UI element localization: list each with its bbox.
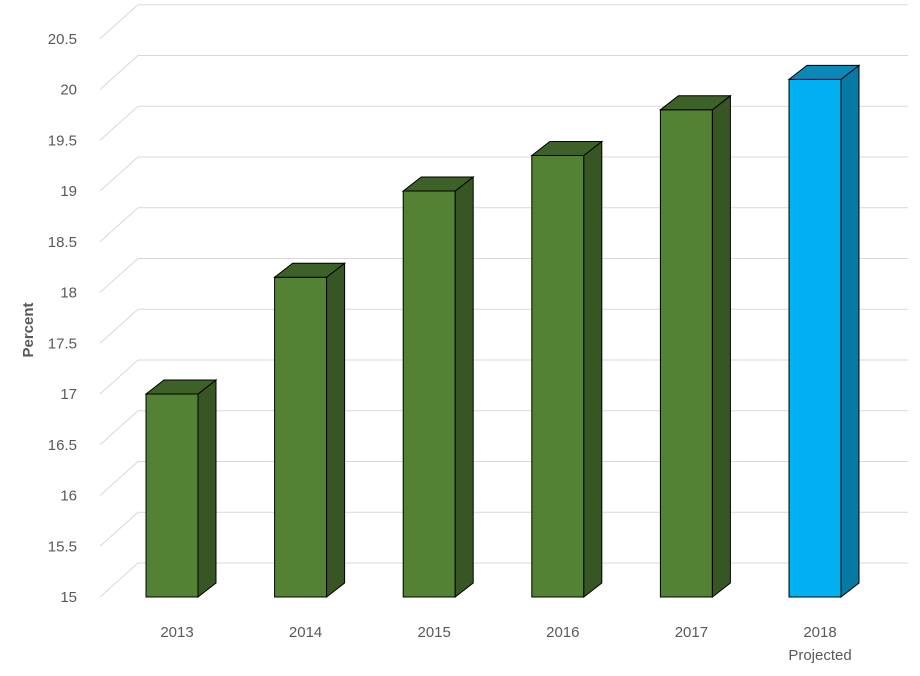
- bar-2015: [401, 175, 475, 599]
- gridlines: [99, 4, 908, 598]
- bar-2016: [530, 140, 604, 599]
- bar-top: [530, 140, 604, 156]
- gridline-diagonal: [99, 562, 139, 598]
- bar-2014: [273, 262, 347, 599]
- bar-side: [454, 175, 474, 599]
- bar-side: [840, 64, 860, 599]
- y-tick-label: 20.5: [48, 31, 77, 48]
- bar-front: [788, 78, 842, 598]
- y-tick-label: 19: [60, 183, 77, 200]
- y-tick-label: 15: [60, 589, 77, 606]
- bar-2013: [144, 378, 218, 599]
- y-tick-label: 16: [60, 488, 77, 505]
- bar-front: [531, 154, 585, 598]
- gridline-diagonal: [99, 308, 139, 344]
- bar-side: [197, 378, 217, 599]
- bar-side: [711, 94, 731, 599]
- y-axis-ticks: 15 15.5 16 16.5 17 17.5 18 18.5 19 19.5 20 20.5: [48, 31, 77, 606]
- bar-2018: [787, 64, 861, 599]
- x-tick-label: 2015: [418, 624, 451, 641]
- x-tick-label: 2017: [675, 624, 708, 641]
- gridline-diagonal: [99, 258, 139, 293]
- bars: [144, 64, 861, 599]
- bar-front: [659, 109, 713, 598]
- bar-side: [326, 262, 346, 599]
- y-tick-label: 19.5: [48, 132, 77, 149]
- bar-2017: [658, 94, 732, 599]
- gridline-diagonal: [99, 105, 139, 141]
- gridline-diagonal: [99, 4, 139, 40]
- bar-side: [583, 140, 603, 599]
- x-tick-sublabel: Projected: [788, 647, 851, 664]
- y-tick-label: 15.5: [48, 538, 77, 555]
- x-tick-label: 2016: [546, 624, 579, 641]
- x-axis-ticks: 2013 2014 2015 2016 2017 2018 Projected: [160, 624, 851, 664]
- y-tick-label: 17.5: [48, 335, 77, 352]
- bar-top: [401, 176, 475, 192]
- x-tick-label: 2013: [160, 624, 193, 641]
- bar-front: [274, 276, 328, 598]
- x-tick-label: 2014: [289, 624, 322, 641]
- gridline-diagonal: [99, 410, 139, 446]
- gridline-diagonal: [99, 55, 139, 90]
- y-tick-label: 18: [60, 285, 77, 302]
- gridline-diagonal: [99, 359, 139, 395]
- bar-front: [402, 190, 456, 598]
- gridline-diagonal: [99, 511, 139, 547]
- y-axis-label: Percent: [20, 302, 37, 357]
- gridline-diagonal: [99, 207, 139, 243]
- y-tick-label: 20: [60, 82, 77, 99]
- bar-top: [787, 64, 861, 80]
- y-tick-label: 17: [60, 386, 77, 403]
- bar-top: [658, 95, 732, 111]
- bar-front: [145, 393, 199, 598]
- x-tick-label: 2018: [803, 624, 836, 641]
- y-tick-label: 16.5: [48, 437, 77, 454]
- y-tick-label: 18.5: [48, 234, 77, 251]
- gridline-diagonal: [99, 461, 139, 496]
- bar-top: [144, 379, 218, 395]
- gridline-diagonal: [99, 156, 139, 192]
- bar-top: [273, 262, 347, 278]
